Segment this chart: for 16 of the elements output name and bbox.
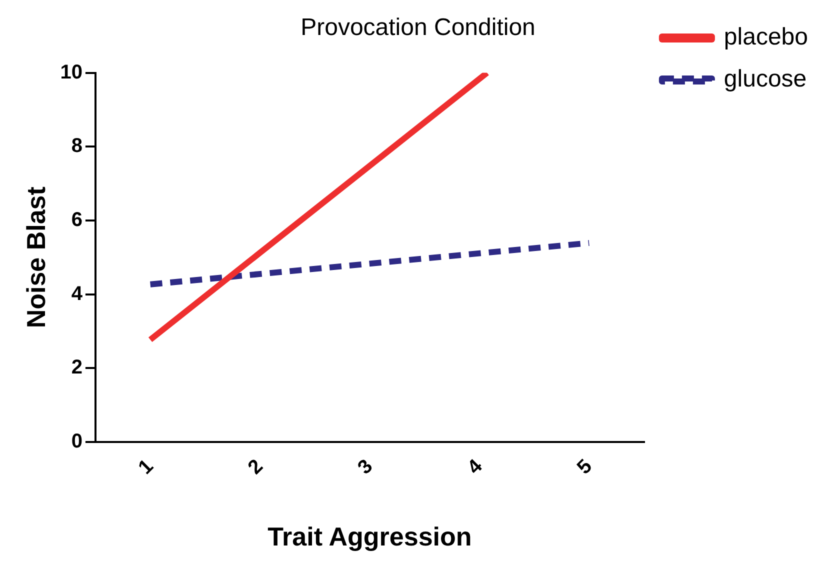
x-tick-label: 3 [354, 455, 378, 479]
y-tick-label: 10 [60, 61, 82, 84]
x-tick-label: 1 [134, 455, 158, 479]
x-tick-label: 2 [244, 455, 268, 479]
y-tick-label: 0 [71, 430, 82, 452]
y-axis-title: Noise Blast [20, 186, 51, 328]
chart-title: Provocation Condition [300, 14, 536, 42]
legend-label: placebo [724, 24, 808, 51]
y-tick-label: 6 [71, 208, 82, 231]
x-axis-title: Trait Aggression [268, 522, 472, 552]
legend-label: glucose [724, 66, 807, 93]
y-tick-label: 2 [71, 356, 82, 379]
y-tick-label: 8 [71, 135, 82, 158]
x-tick-label: 5 [573, 455, 597, 479]
x-tick-label: 4 [463, 454, 488, 479]
y-tick-label: 4 [71, 282, 84, 305]
